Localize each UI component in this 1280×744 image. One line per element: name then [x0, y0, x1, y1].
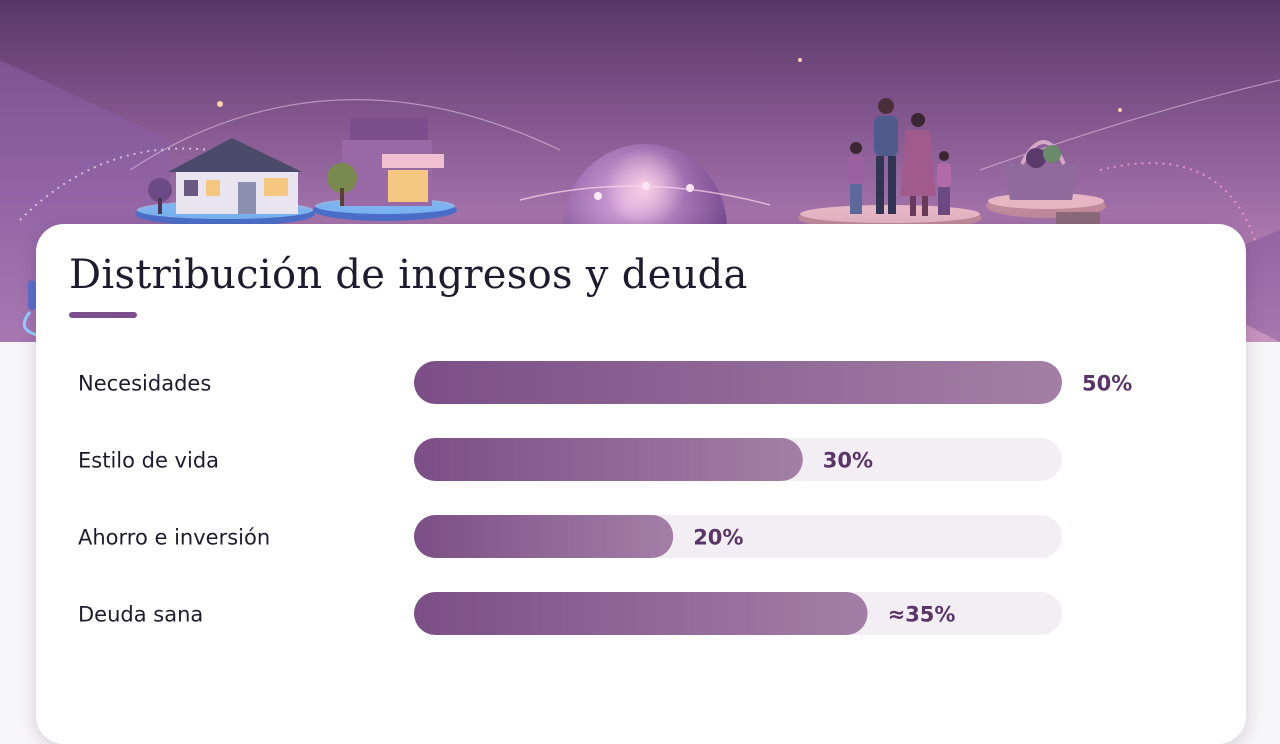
title-underline — [69, 312, 137, 318]
value-label-ahorro-e-inversion: 20% — [693, 526, 743, 550]
bar-ahorro-e-inversion — [414, 515, 674, 558]
value-label-estilo-de-vida: 30% — [823, 449, 873, 473]
value-label-necesidades: 50% — [1082, 372, 1132, 396]
chart-card: Distribución de ingresos y deuda — [36, 224, 1246, 744]
chart-title: Distribución de ingresos y deuda — [69, 252, 748, 298]
bar-necesidades — [414, 361, 1062, 404]
value-label-deuda-sana: ≈35% — [888, 603, 956, 627]
category-label-estilo-de-vida: Estilo de vida — [78, 449, 219, 473]
category-label-deuda-sana: Deuda sana — [78, 603, 203, 627]
bar-chart: Necesidades 50% Estilo de vida 30% Ahorro e … — [78, 361, 1132, 635]
bar-estilo-de-vida — [414, 438, 803, 481]
bar-deuda-sana — [414, 592, 868, 635]
category-label-ahorro-e-inversion: Ahorro e inversión — [78, 526, 270, 550]
category-label-necesidades: Necesidades — [78, 372, 211, 396]
